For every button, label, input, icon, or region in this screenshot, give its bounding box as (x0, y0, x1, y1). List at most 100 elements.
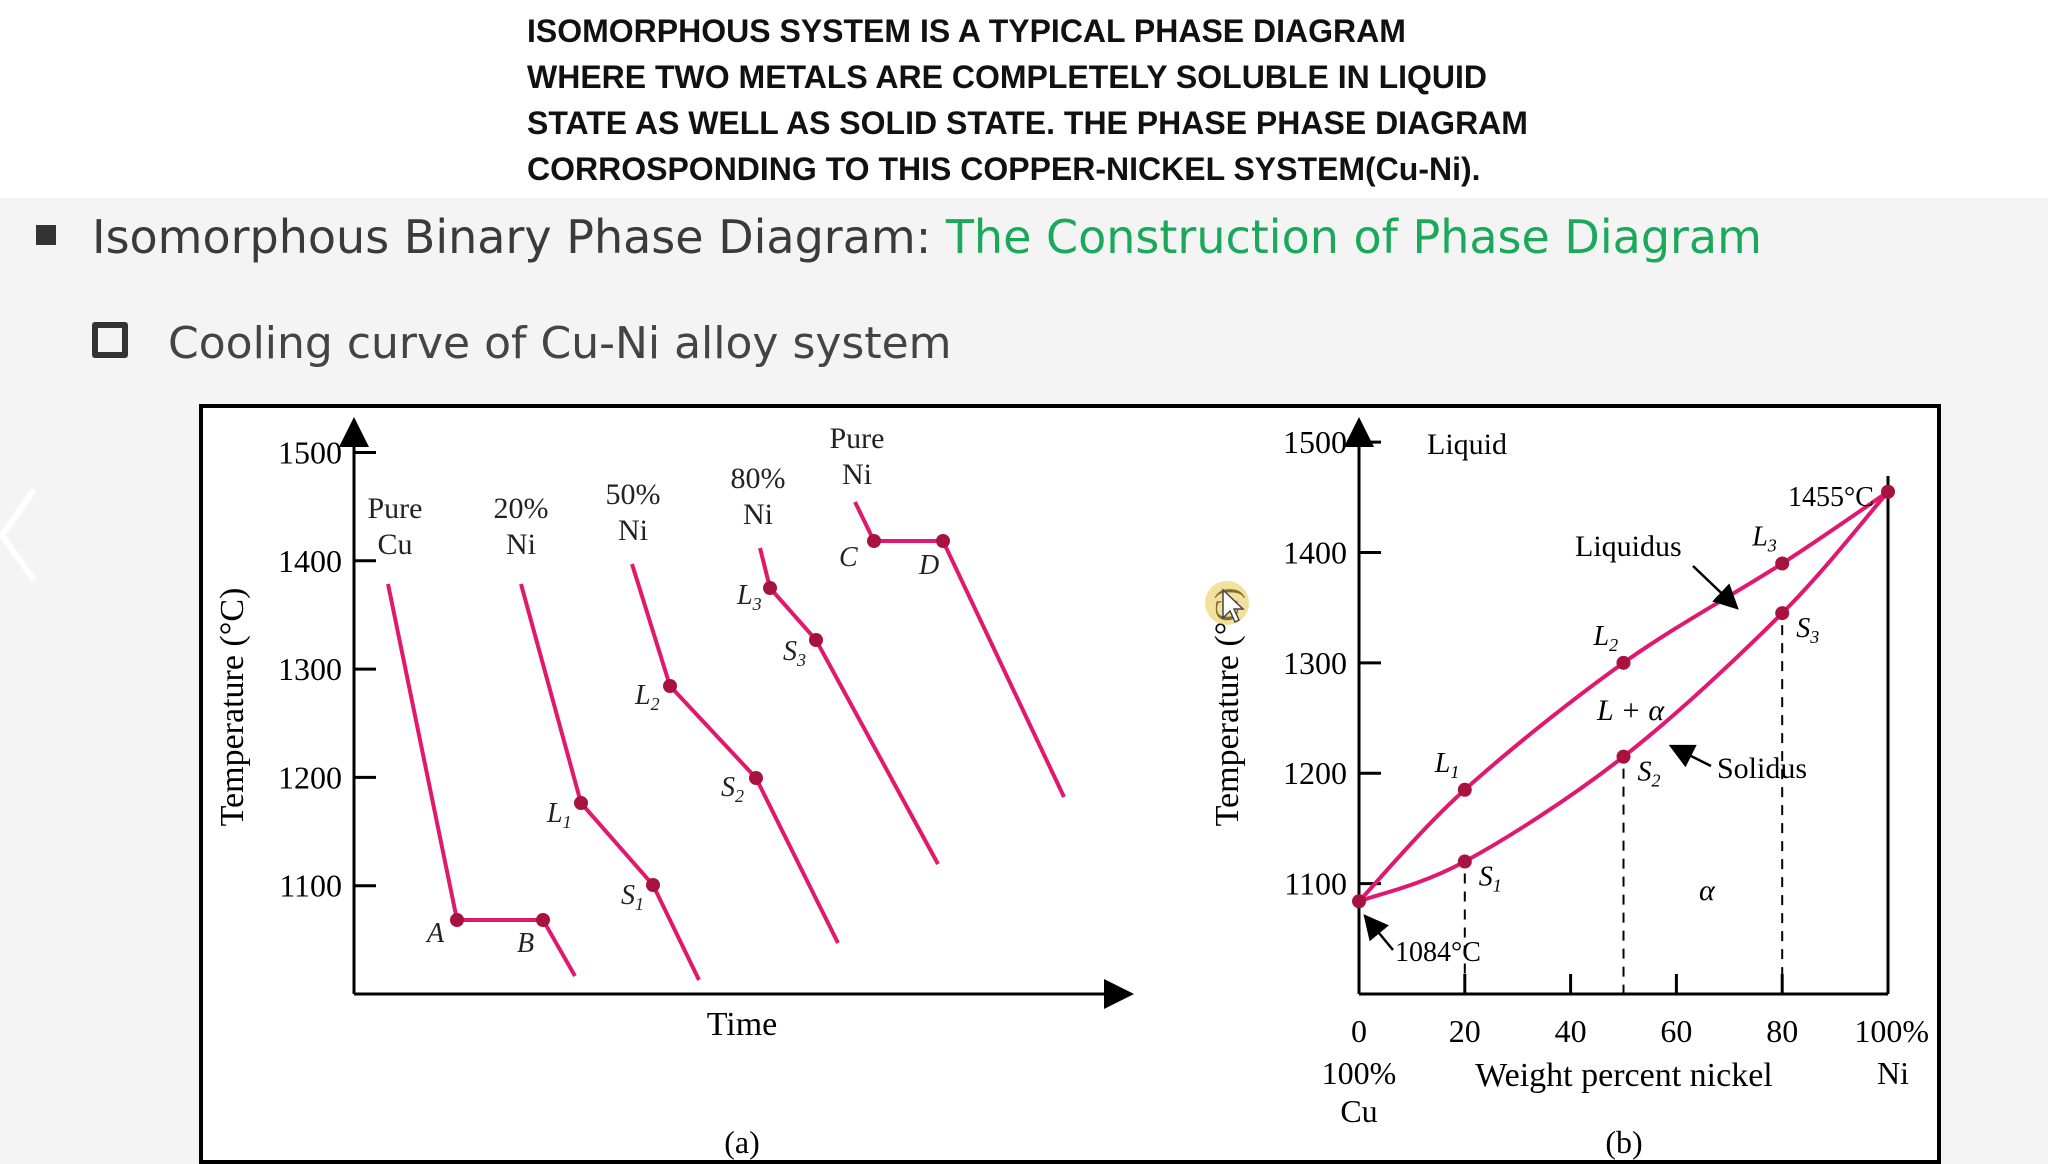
curve-50-ni (630, 563, 840, 944)
chart-b-left-label-2: Cu (1340, 1093, 1377, 1129)
chart-b-ytick-label-1400: 1400 (1283, 534, 1347, 570)
point-label-c: C (839, 542, 858, 573)
series-label-20-ni-2: Ni (506, 528, 536, 561)
liquidus-arrow (1692, 565, 1739, 610)
chart-a-point-a (450, 913, 464, 927)
chart-a-point-s2 (749, 771, 763, 785)
point-label-sub: 2 (1652, 771, 1661, 791)
series-label-pure-cu-1: Pure (368, 492, 423, 525)
heading-accent: The Construction of Phase Diagram (945, 210, 1762, 264)
slide-heading: Isomorphous Binary Phase Diagram: The Co… (92, 210, 1762, 264)
chart-b-endpoint-1 (1881, 484, 1895, 499)
point-label-main: S (1479, 862, 1493, 893)
chart-b-point-label-l2: L2 (1593, 621, 1619, 655)
chart-b-xtick-label-80: 80 (1766, 1013, 1798, 1049)
region-l-plus-alpha: L + α (1596, 694, 1665, 727)
point-label-l2-sub: 2 (651, 694, 660, 714)
point-label-sub: 1 (1493, 876, 1502, 896)
chart-a-ytick-label-1200: 1200 (278, 759, 342, 795)
caption-line-1: ISOMORPHOUS SYSTEM IS A TYPICAL PHASE DI… (527, 13, 1406, 49)
chart-a-ytick-label-1400: 1400 (278, 543, 342, 579)
annotation-solidus: Solidus (1717, 752, 1807, 785)
eutectic-arrow (1363, 914, 1394, 951)
point-label-l3-main: L (736, 580, 753, 611)
slide-subheading: Cooling curve of Cu-Ni alloy system (168, 318, 952, 369)
point-label-main: L (1434, 748, 1451, 779)
point-label-l2-main: L (634, 680, 651, 711)
chart-b-point-s2 (1616, 749, 1631, 764)
chart-a-point-l2 (663, 679, 677, 693)
chart-b-x-ticks: 0 20 40 60 80 (1351, 974, 1798, 1049)
heading-main: Isomorphous Binary Phase Diagram: (92, 210, 946, 264)
chart-b-xtick-label-60: 60 (1660, 1013, 1692, 1049)
chart-b-xtick-label-0: 0 (1351, 1013, 1367, 1049)
chart-a-point-l3 (763, 581, 777, 595)
chart-b-ylabel: Temperature (°C) (1209, 588, 1246, 827)
chart-a-xlabel: Time (707, 1006, 778, 1043)
point-label-s2: S2 (721, 772, 744, 806)
chart-b-xtick-label-40: 40 (1555, 1013, 1587, 1049)
chart-b-y-ticks: 1100 1200 1300 1400 1500 (1283, 424, 1381, 902)
point-label-main: S (1638, 757, 1652, 788)
caption-line-3: STATE AS WELL AS SOLID STATE. THE PHASE … (527, 105, 1528, 141)
region-alpha: α (1699, 874, 1716, 907)
chart-b-right-label: Ni (1877, 1055, 1909, 1091)
chart-b-point-label-s1: S1 (1479, 862, 1502, 896)
chart-b-point-l1 (1457, 782, 1472, 797)
chart-b-ytick-label-1300: 1300 (1283, 645, 1347, 681)
mouse-cursor-icon (1222, 588, 1245, 624)
caption-band (0, 0, 2048, 198)
chart-a-ytick-label-1500: 1500 (278, 434, 342, 470)
point-label-a: A (425, 918, 445, 949)
series-label-20-ni-1: 20% (494, 492, 549, 525)
curve-pure-ni (853, 501, 1066, 798)
point-label-main: S (1796, 613, 1810, 644)
point-label-l2: L2 (634, 680, 660, 714)
point-label-main: L (1751, 522, 1768, 553)
chart-b-xlabel: Weight percent nickel (1475, 1057, 1772, 1094)
point-label-main: L (1593, 621, 1610, 652)
point-label-s3-sub: 3 (796, 650, 806, 670)
chart-a-point-c (867, 534, 881, 548)
point-label-s3: S3 (783, 636, 806, 670)
point-label-l1: L1 (546, 798, 572, 832)
chart-a-point-l1 (574, 796, 588, 810)
point-label-s2-main: S (721, 772, 735, 803)
chart-b-panel-label: (b) (1605, 1124, 1642, 1160)
series-label-80-ni-1: 80% (731, 462, 786, 495)
chart-a-point-s3 (809, 633, 823, 647)
bullet-icon (36, 225, 56, 245)
chart-b-xtick-label-20: 20 (1449, 1013, 1481, 1049)
chart-b-tie-lines (1463, 625, 1784, 994)
point-label-l3: L3 (736, 580, 762, 614)
point-label-s1-main: S (621, 880, 635, 911)
previous-slide-icon[interactable] (0, 480, 40, 590)
series-label-80-ni-2: Ni (743, 498, 773, 531)
chart-b-point-label-s2: S2 (1638, 757, 1661, 791)
chart-a-panel-label: (a) (724, 1124, 760, 1160)
chart-a: 1100 1200 1300 1400 1500 Temperature (°C) Ti… (214, 417, 1134, 1160)
checkbox-icon (92, 322, 128, 358)
chart-b-point-label-l3: L3 (1751, 522, 1777, 556)
series-label-50-ni-2: Ni (618, 514, 648, 547)
chart-b-point-s1 (1457, 854, 1472, 869)
chart-a-point-s1 (646, 878, 660, 892)
chart-b-point-l3 (1775, 556, 1790, 571)
chart-a-ytick-label-1100: 1100 (279, 868, 342, 904)
chart-a-point-b (536, 913, 550, 927)
chart-b-xtick-last: 100% (1854, 1013, 1929, 1049)
region-liquid: Liquid (1427, 428, 1507, 461)
caption-text: ISOMORPHOUS SYSTEM IS A TYPICAL PHASE DI… (527, 8, 1627, 192)
series-label-50-ni-1: 50% (606, 478, 661, 511)
point-label-d: D (918, 550, 939, 581)
chart-a-point-d (936, 534, 950, 548)
chart-b-endpoint-0 (1352, 894, 1366, 909)
point-label-s2-sub: 2 (735, 786, 744, 806)
curve-pure-cu (386, 583, 577, 977)
point-label-b: B (517, 928, 534, 959)
curve-20-ni (519, 583, 701, 981)
chart-b-point-s3 (1775, 606, 1790, 621)
